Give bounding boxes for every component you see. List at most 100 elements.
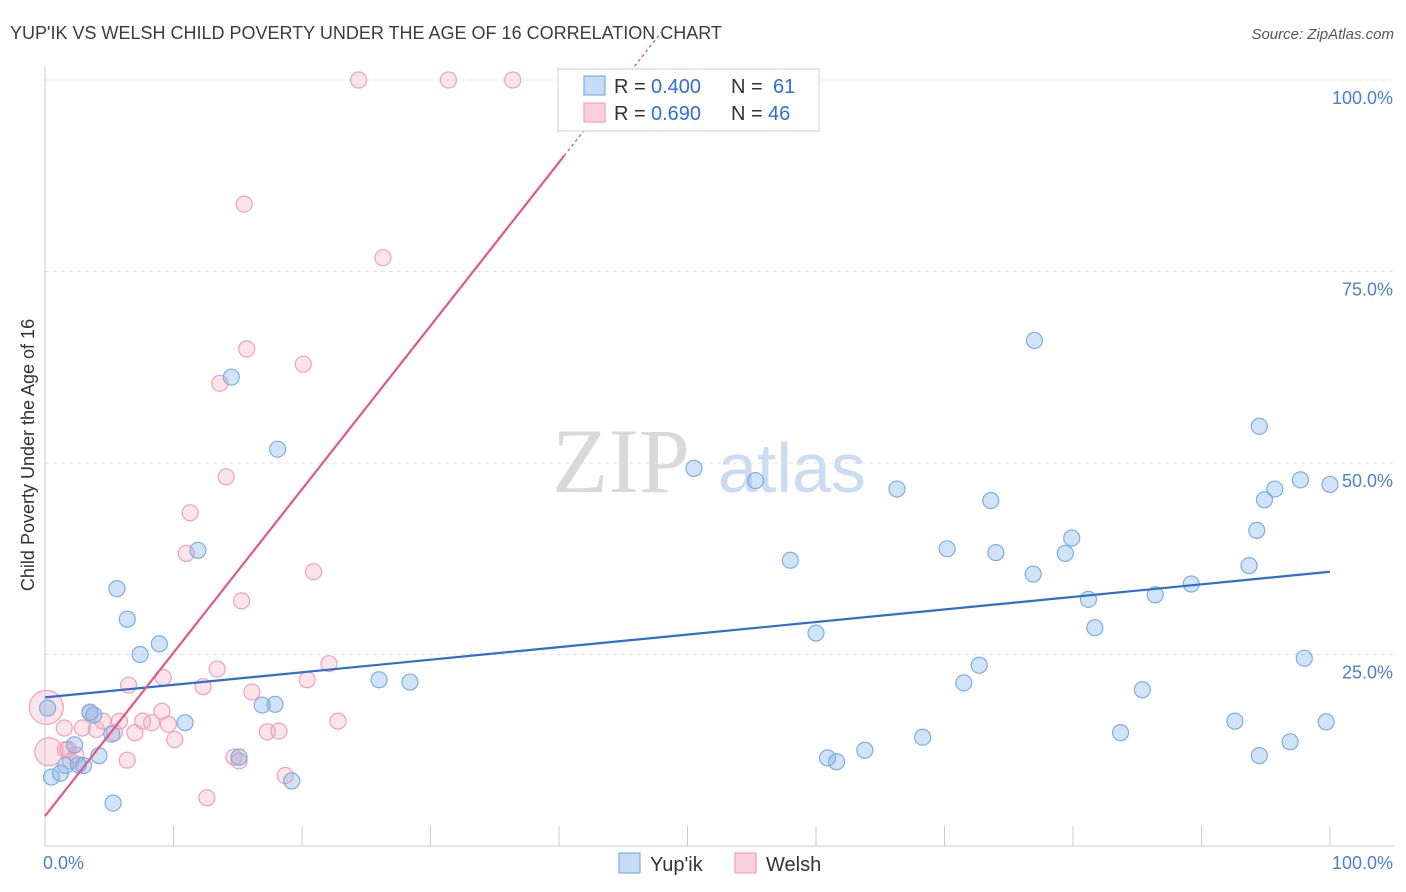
legend-swatch-welsh [583,102,606,123]
bottom-legend-yupik: Yup'ik [650,854,704,876]
welsh-point-42 [329,712,347,730]
y-tick-label-0: 25.0% [1342,663,1393,683]
yupik-point-40 [1024,565,1042,583]
yupik-point-28 [781,551,799,569]
yupik-point-53 [1250,747,1268,765]
yupik-point-39 [987,544,1005,562]
welsh-point-38 [294,355,312,373]
yupik-point-17 [189,541,207,559]
welsh-point-44 [374,249,392,267]
welsh-point-7 [73,719,91,737]
yupik-trendline [44,570,1331,699]
yupik-point-13 [118,610,136,628]
yupik-point-48 [1146,586,1164,604]
watermark-atlas: atlas [718,429,866,507]
legend-n-label-welsh: N = [731,103,763,125]
welsh-point-40 [304,563,323,581]
welsh-point-1 [34,737,64,767]
source-label: Source: ZipAtlas.com [1251,26,1394,43]
bottom-legend-swatch-yupik [618,852,641,874]
yupik-point-27 [747,472,765,490]
yupik-point-22 [268,440,287,458]
legend-n-value-yupik: 61 [773,76,795,98]
yupik-point-18 [222,368,240,386]
yupik-point-20 [253,696,271,714]
yupik-point-23 [283,772,301,790]
legend-r-value-welsh: 0.690 [651,103,701,125]
welsh-point-28 [217,468,235,486]
x-tick-label-0: 0.0% [43,853,84,873]
yupik-point-4 [65,736,84,754]
watermark-zip: ZIP [552,410,690,512]
yupik-point-32 [856,741,874,759]
gridlines [45,79,1394,655]
welsh-point-0 [28,689,64,725]
yupik-point-45 [1086,619,1104,637]
yupik-point-16 [176,714,194,732]
welsh-point-25 [198,789,216,807]
welsh-point-30 [230,752,248,770]
welsh-point-39 [298,671,316,689]
y-tick-label-3: 100.0% [1332,88,1393,108]
welsh-point-10 [94,712,112,730]
yupik-point-3 [56,756,75,775]
yupik-point-58 [1291,471,1310,489]
legend-n-label-yupik: N = [731,76,763,98]
welsh-point-45 [439,71,458,89]
yupik-point-33 [888,480,906,498]
yupik-point-35 [938,540,956,558]
x-tick-labels: 0.0% 100.0% [43,853,1393,873]
yupik-point-54 [1250,417,1268,435]
yupik-point-52 [1248,521,1266,540]
yupik-point-46 [1111,724,1130,742]
yupik-point-50 [1226,712,1244,730]
yupik-point-10 [103,725,121,743]
yupik-point-11 [104,794,122,812]
welsh-trendline [44,155,566,817]
yupik-point-43 [1063,529,1081,547]
welsh-point-23 [181,504,199,522]
yupik-point-1 [42,768,61,786]
yupik-point-47 [1133,681,1151,699]
yupik-point-57 [1281,733,1299,751]
yupik-point-14 [131,645,149,664]
welsh-point-31 [233,592,251,610]
yupik-points [38,331,1339,812]
watermark: ZIP atlas [552,410,866,512]
yupik-point-19 [230,748,248,766]
legend-r-label-yupik: R = [614,76,646,98]
yupik-point-29 [807,624,825,642]
welsh-point-33 [238,340,256,358]
yupik-point-8 [85,706,103,724]
yupik-point-0 [38,699,57,717]
yupik-point-38 [982,491,1000,510]
welsh-point-41 [320,655,338,673]
legend-r-value-yupik: 0.400 [651,76,701,98]
yupik-point-15 [150,635,168,653]
yupik-point-34 [914,728,932,746]
yupik-point-42 [1056,544,1074,562]
chart-title: YUP'IK VS WELSH CHILD POVERTY UNDER THE … [10,23,722,43]
welsh-point-13 [118,751,136,769]
welsh-points [28,71,522,807]
yupik-point-30 [818,749,837,767]
y-tick-label-2: 75.0% [1342,280,1393,300]
welsh-point-26 [208,660,226,678]
welsh-point-20 [159,715,177,733]
bottom-legend: Yup'ik Welsh [618,852,821,876]
yupik-point-37 [970,656,988,674]
yupik-point-61 [1321,475,1339,494]
yupik-point-41 [1025,331,1044,350]
welsh-point-17 [143,714,161,732]
welsh-point-2 [55,719,73,737]
yupik-point-24 [370,671,388,689]
welsh-point-36 [270,722,288,740]
legend-n-value-welsh: 46 [768,103,790,125]
trendlines [44,27,1331,817]
yupik-point-56 [1266,480,1284,498]
y-axis-title: Child Poverty Under the Age of 16 [18,319,38,591]
welsh-point-21 [166,730,184,749]
legend-r-label-welsh: R = [614,103,646,125]
welsh-point-32 [235,195,253,213]
